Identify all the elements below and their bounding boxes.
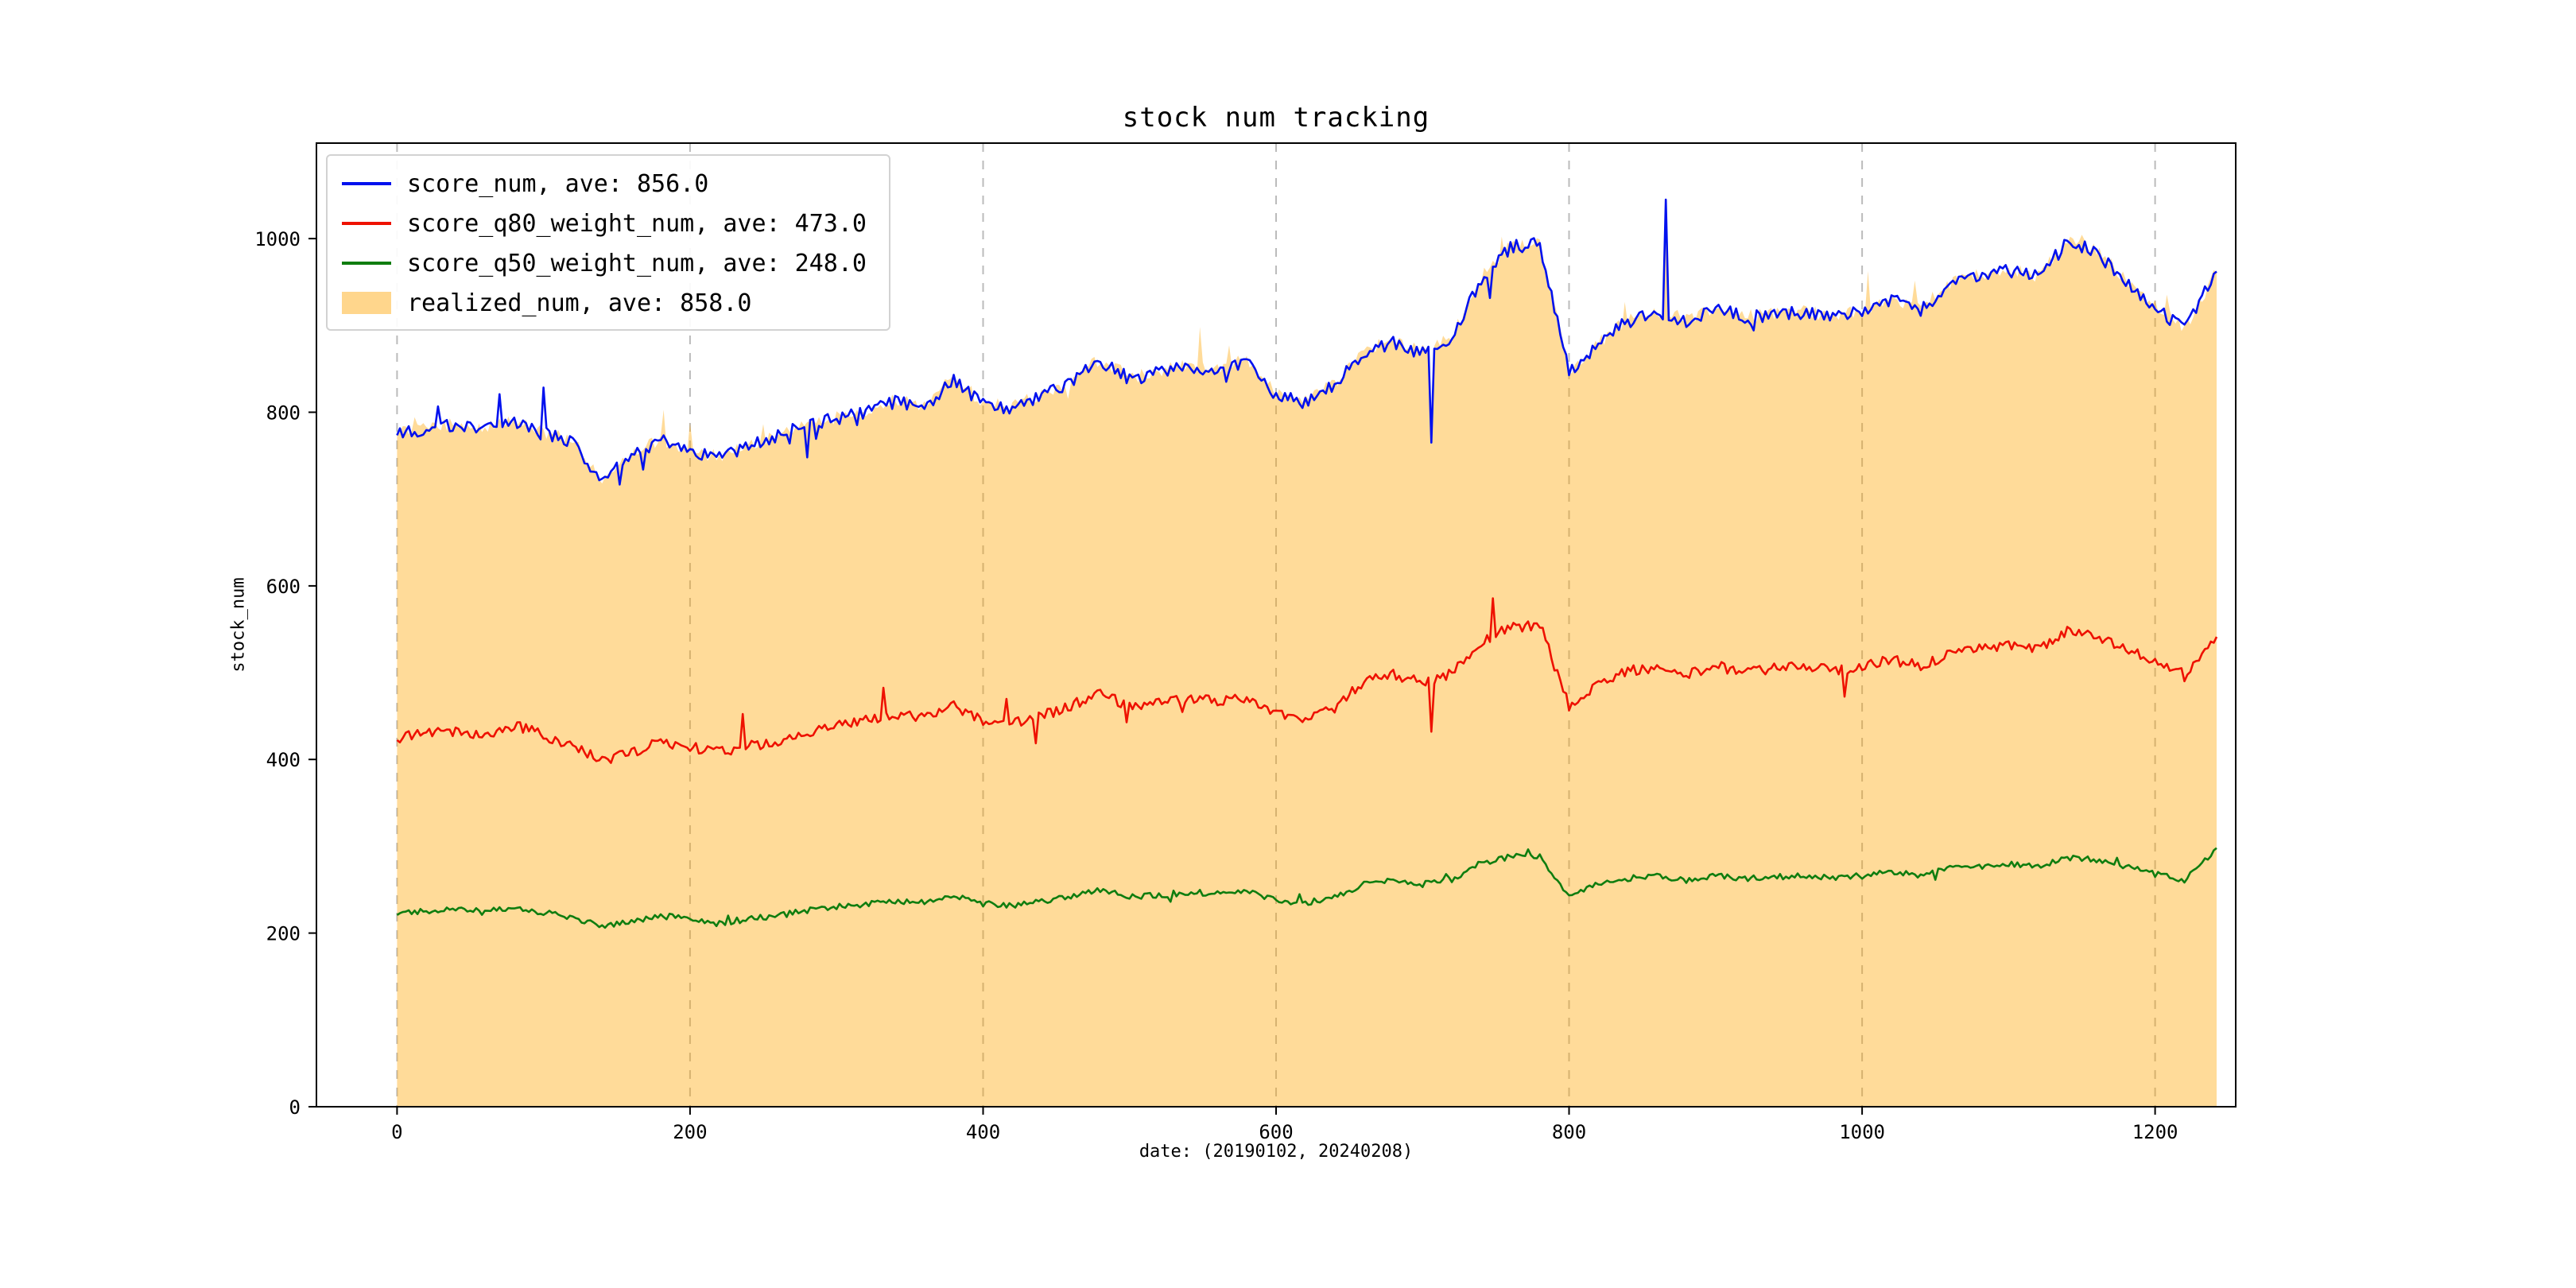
legend-swatch-patch-orange <box>342 292 391 314</box>
chart-title: stock num tracking <box>1122 102 1430 134</box>
legend-item-score-q50: score_q50_weight_num, ave: 248.0 <box>328 248 889 278</box>
legend-swatch-line-green <box>342 262 391 265</box>
legend-item-realized: realized_num, ave: 858.0 <box>328 288 889 318</box>
legend-swatch-line-blue <box>342 182 391 185</box>
svg-text:200: 200 <box>266 923 301 945</box>
svg-text:800: 800 <box>1552 1121 1586 1143</box>
svg-text:1000: 1000 <box>1839 1121 1885 1143</box>
svg-text:400: 400 <box>266 749 301 771</box>
legend-swatch-line-red <box>342 222 391 225</box>
x-axis-label: date: (20190102, 20240208) <box>1139 1142 1414 1162</box>
svg-text:1000: 1000 <box>254 228 301 250</box>
legend-item-score-num: score_num, ave: 856.0 <box>328 169 889 199</box>
svg-text:800: 800 <box>266 402 301 425</box>
y-axis-label: stock_num <box>228 577 249 673</box>
chart-legend: score_num, ave: 856.0 score_q80_weight_n… <box>326 154 890 331</box>
svg-text:0: 0 <box>391 1121 402 1143</box>
legend-item-score-q80: score_q80_weight_num, ave: 473.0 <box>328 208 889 239</box>
svg-text:600: 600 <box>266 576 301 598</box>
svg-text:600: 600 <box>1259 1121 1293 1143</box>
legend-label: score_q80_weight_num, ave: 473.0 <box>407 209 867 238</box>
svg-text:1200: 1200 <box>2132 1121 2178 1143</box>
svg-text:0: 0 <box>289 1096 301 1119</box>
legend-label: score_q50_weight_num, ave: 248.0 <box>407 249 867 277</box>
svg-text:400: 400 <box>966 1121 1000 1143</box>
svg-text:200: 200 <box>673 1121 707 1143</box>
legend-label: realized_num, ave: 858.0 <box>407 289 752 317</box>
legend-label: score_num, ave: 856.0 <box>407 169 709 198</box>
